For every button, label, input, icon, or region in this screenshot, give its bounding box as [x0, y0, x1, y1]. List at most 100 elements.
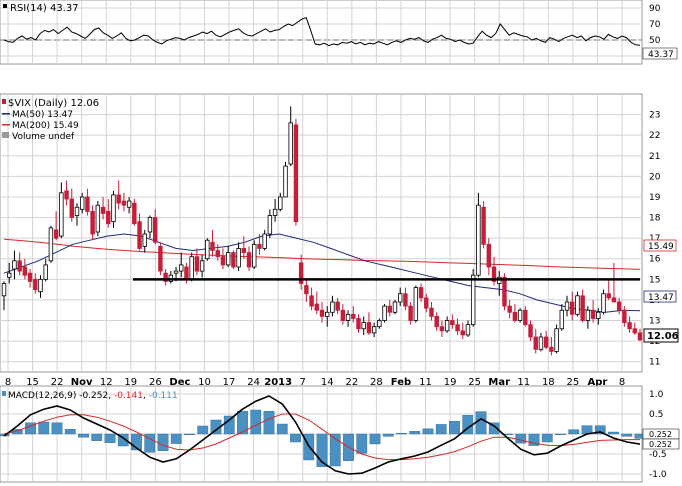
candle [627, 316, 632, 333]
candle-body [288, 122, 293, 165]
candle-body [465, 324, 471, 336]
candle [116, 180, 121, 210]
macd-value-box-2 [642, 438, 680, 450]
candle-body [111, 194, 116, 223]
candle-body [580, 295, 585, 321]
candle-body [43, 264, 48, 280]
candle [387, 299, 392, 317]
candle-body [319, 309, 325, 317]
date-tick-label: 14 [321, 377, 334, 388]
candle-body [220, 256, 226, 266]
candle-body [283, 165, 288, 198]
date-tick-label: 7 [300, 377, 306, 388]
candle [231, 250, 236, 270]
date-tick-label: Nov [71, 377, 93, 388]
rsi-frame [0, 0, 643, 65]
ma50-series [3, 233, 641, 313]
candle [460, 322, 465, 340]
candle-body [64, 190, 69, 200]
candle [491, 256, 497, 286]
candle [43, 258, 48, 282]
macd-histogram-bar [502, 433, 513, 436]
candle-body [450, 320, 455, 326]
candle-body [507, 305, 512, 313]
candle-body [590, 309, 596, 319]
candle-body [85, 196, 90, 212]
candle [335, 297, 340, 315]
date-tick-label: 22 [345, 377, 358, 388]
candle-body [236, 248, 241, 268]
candle [288, 106, 293, 167]
candle [470, 269, 476, 327]
candle [59, 182, 64, 239]
candle [439, 320, 445, 337]
candle [601, 289, 606, 315]
candle-body [246, 252, 252, 268]
candle [189, 252, 194, 282]
candle-body [142, 233, 147, 247]
candle-body [152, 217, 158, 243]
date-tick-label: 22 [51, 377, 64, 388]
candle-body [210, 241, 215, 251]
candle [403, 287, 408, 311]
date-tick-label: 25 [468, 377, 481, 388]
candle-body [460, 330, 465, 336]
rsi-panel: 90705030 RSI(14) 43.37 43.37 [0, 0, 678, 65]
macd-signal-series [3, 413, 640, 461]
macd-histogram-bar [541, 433, 553, 443]
date-tick-label: 17 [223, 377, 236, 388]
price-tick-label: 23 [649, 111, 660, 121]
candle-body [267, 215, 273, 235]
candle-body [158, 245, 163, 272]
candle [392, 299, 398, 315]
macd-histogram-bar [104, 433, 116, 444]
candle-body [298, 262, 304, 284]
price-tick-label: 20 [649, 172, 661, 182]
macd-histogram-bar [250, 409, 262, 435]
candle-body [278, 196, 283, 210]
candle [262, 229, 267, 251]
candle [606, 279, 611, 300]
candle-body [38, 278, 43, 293]
last-close-value: 12.06 [647, 331, 679, 342]
candle-body [476, 204, 481, 276]
rsi-line [3, 16, 641, 47]
candle [74, 203, 80, 226]
candle-body [371, 326, 377, 334]
date-tick-label: 10 [198, 377, 211, 388]
candle [126, 196, 132, 214]
candle [241, 236, 247, 259]
candle-body [257, 243, 262, 249]
candle [205, 238, 210, 261]
candle-body [611, 297, 617, 303]
candle-body [429, 307, 434, 317]
candle-body [241, 248, 247, 253]
candle-body [439, 326, 445, 332]
candle-body [330, 301, 335, 313]
macd-histogram-bar [184, 433, 195, 436]
macd-value-badges: 0.252 0.252 [642, 428, 680, 450]
macd-histogram-bar [329, 433, 341, 467]
candle-body [95, 204, 101, 233]
candle [377, 318, 382, 329]
candle-body [106, 210, 111, 225]
price-tick-label: 16 [649, 255, 661, 265]
candle [272, 199, 278, 222]
ma50-value-box [643, 290, 677, 303]
candle-body [340, 309, 346, 321]
macd-legend-sep2: , [143, 391, 149, 401]
candle [575, 291, 580, 317]
candle [611, 262, 617, 303]
candle-body [616, 301, 622, 311]
candle-body [481, 206, 486, 245]
candle-body [309, 295, 314, 307]
candle-body [184, 266, 189, 280]
price-tick-label: 15 [649, 275, 660, 285]
candle-body [455, 324, 460, 332]
ma200-value: 15.49 [648, 242, 674, 252]
candle-body [137, 221, 142, 249]
price-tick-label: 19 [649, 193, 661, 203]
macd-histogram-bar [555, 433, 566, 436]
candle [152, 209, 158, 245]
candle-body [627, 322, 632, 330]
